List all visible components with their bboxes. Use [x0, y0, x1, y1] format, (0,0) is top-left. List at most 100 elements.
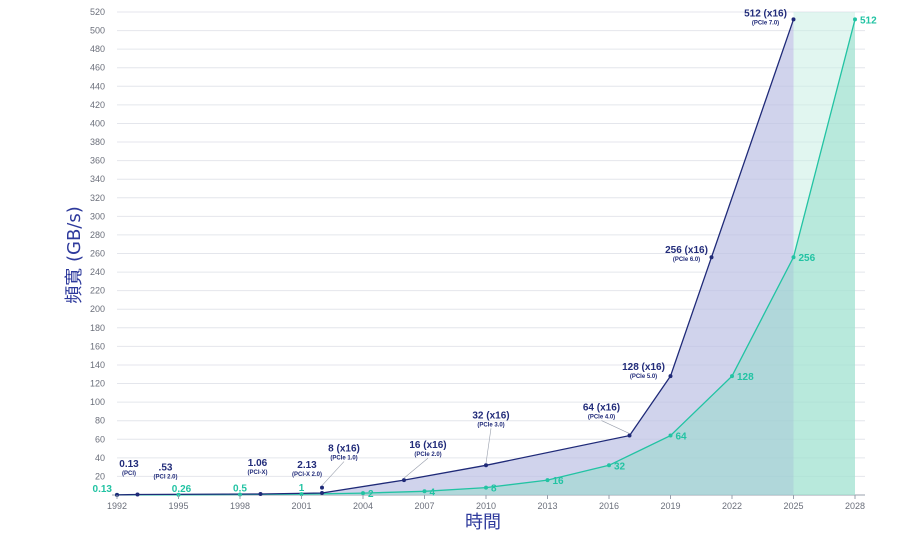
point-navy [402, 478, 406, 483]
point-green [730, 374, 734, 379]
x-tick-label: 2019 [660, 501, 680, 511]
green-data-label: 0.13 [93, 484, 113, 495]
green-data-label: 512 [860, 15, 877, 26]
x-tick-label: 2013 [537, 501, 557, 511]
navy-data-label: 256 (x16) [665, 245, 708, 256]
green-data-label: 128 [737, 372, 754, 383]
y-tick-label: 60 [95, 434, 105, 444]
green-data-label: 0.26 [172, 484, 192, 495]
navy-data-label: 512 (x16) [744, 8, 787, 19]
green-data-label: 0.5 [233, 484, 247, 495]
green-data-label: 32 [614, 461, 626, 472]
point-navy [791, 17, 796, 22]
navy-data-sublabel: (PCIe 2.0) [414, 452, 441, 458]
navy-data-label: .53 [159, 463, 173, 474]
y-tick-label: 220 [90, 286, 105, 296]
y-tick-label: 320 [90, 193, 105, 203]
x-axis-ticks: 1992 1995 1998 2001 2004 2007 2010 2013 2016 2019… [107, 495, 865, 511]
y-tick-label: 260 [90, 249, 105, 259]
x-tick-label: 2007 [414, 501, 434, 511]
navy-data-sublabel: (PCI-X) [248, 470, 268, 476]
series-line-navy [116, 19, 795, 496]
point-green [668, 433, 673, 438]
point-navy [709, 255, 714, 260]
y-tick-label: 520 [90, 7, 105, 17]
green-data-label: 4 [430, 487, 436, 498]
navy-data-sublabel: (PCIe 7.0) [752, 20, 779, 26]
area-fills [117, 12, 855, 496]
x-tick-label: 2028 [845, 501, 865, 511]
y-tick-label: 480 [90, 44, 105, 54]
navy-data-label: 16 (x16) [409, 440, 446, 451]
y-tick-label: 340 [90, 174, 105, 184]
navy-data-sublabel: (PCI 2.0) [153, 475, 177, 481]
x-tick-label: 2016 [599, 501, 619, 511]
x-tick-label: 2022 [722, 501, 742, 511]
point-navy [320, 491, 324, 496]
data-labels: 0.13 0.26 0.5 12 4 81632641282565120.13(PCI).… [93, 8, 878, 500]
x-tick-label: 1992 [107, 501, 127, 511]
point-green [176, 492, 181, 497]
navy-data-label: 0.13 [119, 459, 139, 470]
green-data-label: 1 [299, 483, 305, 494]
point-navy [484, 463, 488, 468]
point-green [791, 255, 796, 260]
y-tick-label: 300 [90, 211, 105, 221]
navy-data-label: 2.13 [297, 460, 317, 471]
leader-line [601, 420, 630, 434]
y-tick-label: 420 [90, 100, 105, 110]
data-points [115, 17, 857, 497]
y-tick-label: 140 [90, 360, 105, 370]
y-tick-label: 20 [95, 471, 105, 481]
x-tick-label: 1995 [168, 501, 188, 511]
point-navy [627, 433, 632, 438]
y-tick-label: 500 [90, 26, 105, 36]
point-navy [135, 492, 140, 497]
y-axis-ticks: 20 40 60 80 100 120 140 160 180 200 220 240 260 280 30… [90, 7, 105, 481]
navy-data-sublabel: (PCI-X 2.0) [292, 472, 322, 478]
navy-data-label: 64 (x16) [583, 403, 620, 414]
navy-data-sublabel: (PCIe 1.0) [330, 456, 357, 462]
y-tick-label: 280 [90, 230, 105, 240]
navy-data-sublabel: (PCIe 5.0) [630, 374, 657, 380]
navy-data-label: 8 (x16) [328, 444, 360, 455]
point-navy-extra [320, 485, 324, 490]
point-green [299, 492, 304, 497]
y-tick-label: 460 [90, 63, 105, 73]
navy-data-label: 1.06 [248, 458, 268, 469]
green-data-label: 16 [553, 476, 565, 487]
y-tick-label: 120 [90, 379, 105, 389]
y-tick-label: 100 [90, 397, 105, 407]
navy-data-label: 128 (x16) [622, 362, 665, 373]
point-green [361, 491, 365, 496]
y-tick-label: 360 [90, 156, 105, 166]
y-tick-label: 400 [90, 118, 105, 128]
area-green [117, 19, 855, 496]
point-green [238, 492, 242, 497]
y-tick-label: 160 [90, 341, 105, 351]
point-navy [115, 492, 119, 497]
point-green [545, 478, 550, 483]
navy-data-label: 32 (x16) [472, 410, 509, 421]
point-green [422, 489, 427, 494]
navy-data-sublabel: (PCIe 4.0) [588, 415, 615, 421]
point-green [853, 17, 857, 22]
navy-data-sublabel: (PCI) [122, 471, 136, 477]
green-data-label: 256 [799, 253, 816, 264]
y-tick-label: 80 [95, 416, 105, 426]
point-navy [258, 492, 263, 497]
y-tick-label: 200 [90, 304, 105, 314]
point-green [607, 463, 611, 468]
leader-line [321, 461, 345, 486]
x-tick-label: 2004 [353, 501, 373, 511]
y-tick-label: 240 [90, 267, 105, 277]
x-axis-title: 時間 [465, 512, 501, 533]
green-data-label: 8 [491, 484, 497, 495]
y-axis-title: 頻寬 (GB/s) [64, 206, 85, 304]
y-tick-label: 180 [90, 323, 105, 333]
x-tick-label: 1998 [230, 501, 250, 511]
point-green [484, 485, 488, 490]
y-tick-label: 380 [90, 137, 105, 147]
x-tick-label: 2025 [783, 501, 803, 511]
